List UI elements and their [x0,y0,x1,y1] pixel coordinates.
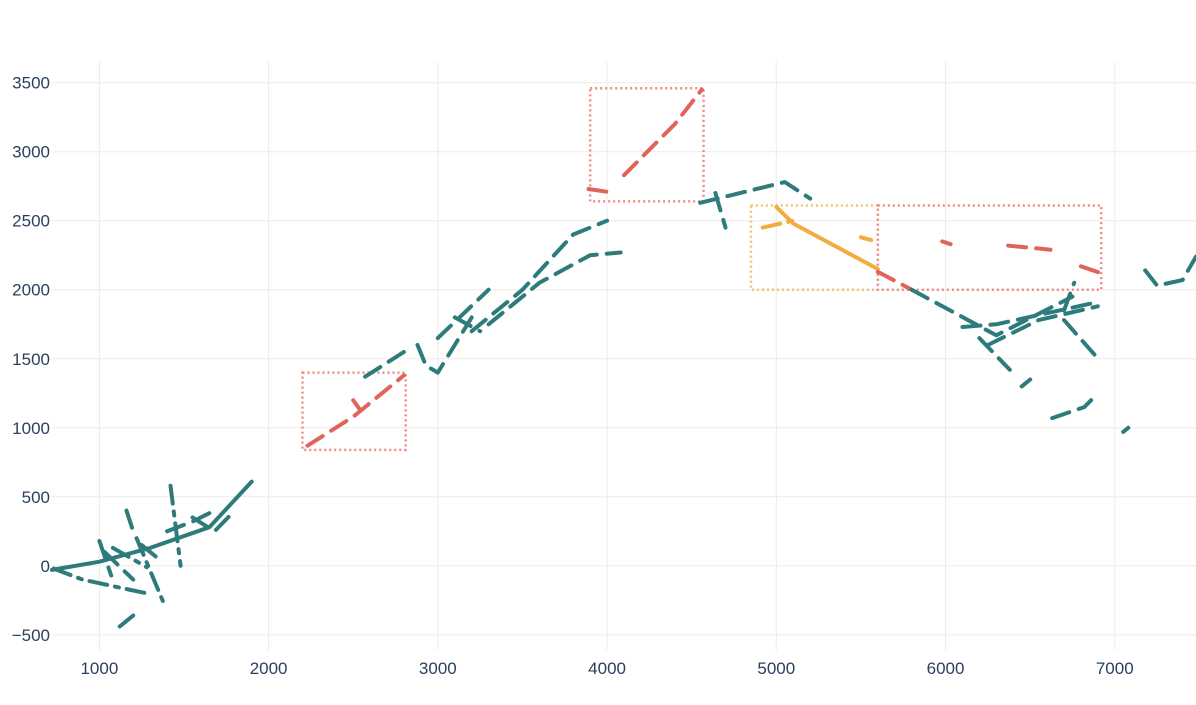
series-line [469,218,610,334]
series-line [435,287,491,341]
series-line [134,536,166,606]
series-line [977,336,1012,372]
x-tick-label: 3000 [419,659,457,678]
series-line [415,315,474,375]
series-line [909,287,1075,338]
highlight-box [876,204,1103,291]
series-line [51,566,149,596]
highlight-box [301,371,407,452]
x-tick-label: 7000 [1096,659,1134,678]
series-line [760,218,796,230]
series-line [486,250,623,327]
series-line [1006,243,1053,252]
series-line [50,479,254,572]
series-line [305,373,406,448]
series-line [713,191,728,230]
x-tick-label: 5000 [757,659,795,678]
series-line [165,508,217,534]
series-line [940,239,953,247]
series-line [139,543,161,561]
series-line [960,301,1094,329]
series-line [1050,398,1094,421]
y-tick-label: 2000 [12,281,50,300]
series-line [190,508,237,534]
y-tick-label: 1000 [12,419,50,438]
series-line [1019,377,1033,389]
x-tick-label: 1000 [80,659,118,678]
x-tick-label: 4000 [588,659,626,678]
series-group [50,87,1196,629]
highlight-box [588,86,705,203]
series-line [124,508,136,534]
series-line [1143,254,1196,288]
y-tick-label: 0 [41,557,50,576]
series-line [351,398,362,412]
y-tick-label: 3500 [12,74,50,93]
y-tick-label: 500 [22,488,50,507]
series-line [1078,264,1104,276]
series-line [698,180,813,205]
x-tick-label: 2000 [250,659,288,678]
series-line [1062,280,1077,313]
highlight-box [749,204,880,291]
y-tick-label: 3000 [12,143,50,162]
y-axis-tick-labels: −500 0 500 1000 1500 2000 2500 3000 3500 [12,74,50,645]
series-line [97,539,114,578]
series-line [452,315,483,334]
y-tick-label: 1500 [12,350,50,369]
series-line [622,87,704,178]
x-tick-label: 6000 [927,659,965,678]
series-line [858,235,874,243]
series-line [168,483,183,568]
highlight-boxes [301,86,1103,452]
grid-lines [52,62,1196,650]
series-line [875,269,914,292]
series-line [774,204,880,271]
series-line [102,550,136,582]
series-line [363,349,406,379]
series-line [117,613,136,629]
series-line [1062,318,1097,357]
x-axis-tick-labels: 1000 2000 3000 4000 5000 6000 7000 [80,659,1133,678]
series-line [110,545,149,570]
y-tick-label: −500 [12,626,50,645]
series-line [1121,425,1131,434]
y-tick-label: 2500 [12,212,50,231]
series-line [985,304,1100,347]
series-line [586,187,618,196]
